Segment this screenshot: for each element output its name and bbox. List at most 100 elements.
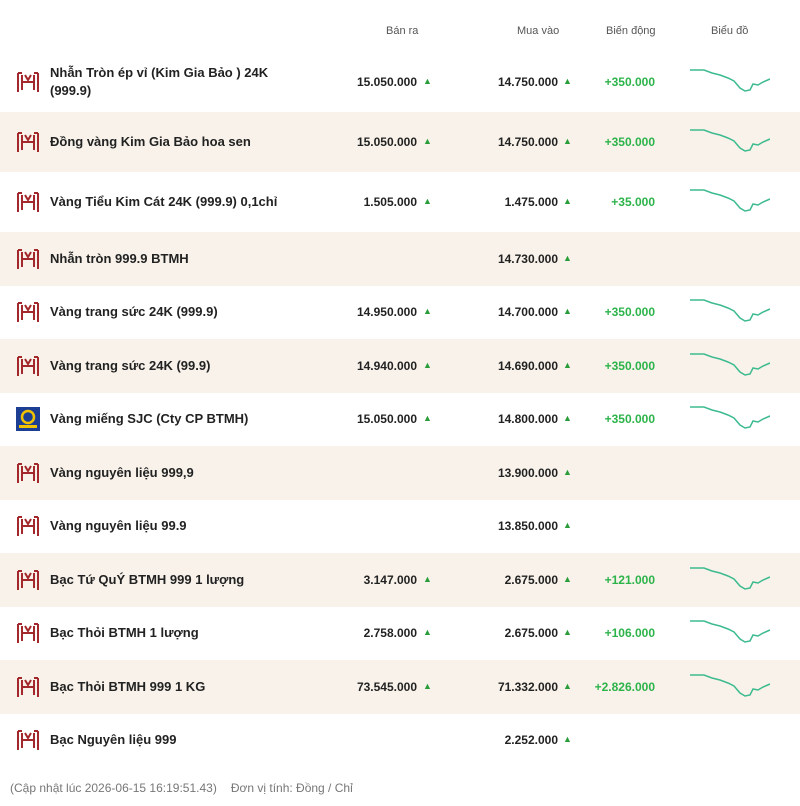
brand-logo bbox=[16, 514, 40, 538]
price-change: +350.000 bbox=[604, 358, 655, 373]
product-name: Nhẫn Tròn ép vỉ (Kim Gia Bảo ) 24K (999.… bbox=[50, 65, 269, 98]
sparkline bbox=[690, 350, 771, 387]
up-arrow: ▲ bbox=[423, 306, 432, 317]
buy-price: 14.750.000 bbox=[497, 75, 558, 89]
table-row: Bạc Nguyên liệu 999 2.252.000 ▲ bbox=[0, 714, 800, 768]
product-name: Bạc Thỏi BTMH 999 1 KG bbox=[50, 678, 206, 694]
table-row: Nhẫn Tròn ép vỉ (Kim Gia Bảo ) 24K (999.… bbox=[0, 52, 800, 112]
up-arrow: ▲ bbox=[563, 413, 572, 424]
product-name: Đồng vàng Kim Gia Bảo hoa sen bbox=[50, 134, 251, 149]
brand-logo bbox=[16, 300, 40, 324]
buy-price: 71.332.000 bbox=[497, 679, 558, 694]
up-arrow: ▲ bbox=[423, 573, 432, 584]
table-row: Vàng trang sức 24K (999.9) 14.950.000 ▲ 14.… bbox=[0, 286, 800, 340]
up-arrow: ▲ bbox=[563, 196, 572, 206]
product-name: Bạc Nguyên liệu 999 bbox=[50, 732, 177, 748]
brand-logo bbox=[16, 407, 40, 432]
brand-logo bbox=[16, 568, 40, 592]
up-arrow: ▲ bbox=[423, 196, 432, 206]
up-arrow: ▲ bbox=[563, 252, 572, 263]
sparkline bbox=[690, 617, 771, 654]
brand-logo bbox=[16, 461, 40, 485]
sell-price: 3.147.000 bbox=[363, 572, 417, 587]
buy-price: 14.800.000 bbox=[497, 412, 558, 427]
buy-price: 1.475.000 bbox=[504, 195, 558, 209]
up-arrow: ▲ bbox=[563, 520, 572, 531]
product-name: Bạc Thỏi BTMH 1 lượng bbox=[50, 625, 199, 641]
buy-price: 14.730.000 bbox=[497, 251, 558, 266]
sell-price: 1.505.000 bbox=[363, 195, 417, 209]
product-name: Vàng trang sức 24K (999.9) bbox=[50, 304, 218, 320]
brand-logo bbox=[16, 621, 40, 645]
brand-logo bbox=[16, 70, 40, 94]
table-row: Bạc Thỏi BTMH 1 lượng 2.758.000 ▲ 2.675.000… bbox=[0, 607, 800, 661]
col-header: Mua vào bbox=[517, 25, 560, 37]
sell-price: 15.050.000 bbox=[356, 135, 417, 149]
sell-price: 2.758.000 bbox=[363, 626, 417, 641]
table-row: Vàng trang sức 24K (99.9) 14.940.000 ▲ 14.6… bbox=[0, 339, 800, 393]
unit: Đơn vị tính: Đồng / Chỉ bbox=[230, 781, 353, 795]
price-change: +350.000 bbox=[604, 75, 655, 89]
brand-logo bbox=[16, 130, 40, 154]
up-arrow: ▲ bbox=[563, 359, 572, 370]
up-arrow: ▲ bbox=[563, 306, 572, 317]
buy-price: 13.850.000 bbox=[497, 519, 558, 534]
table-row: Nhẫn tròn 999.9 BTMH 14.730.000 ▲ bbox=[0, 232, 800, 286]
table-row: Đồng vàng Kim Gia Bảo hoa sen 15.050.000 ▲… bbox=[0, 112, 800, 172]
table-row: Vàng nguyên liệu 99.9 13.850.000 ▲ bbox=[0, 500, 800, 554]
price-change: +35.000 bbox=[611, 195, 655, 209]
buy-price: 13.900.000 bbox=[497, 465, 558, 480]
up-arrow: ▲ bbox=[563, 76, 572, 86]
up-arrow: ▲ bbox=[423, 680, 432, 691]
sparkline bbox=[690, 186, 771, 223]
table-row: Vàng miếng SJC (Cty CP BTMH) 15.050.000 ▲ 1… bbox=[0, 393, 800, 447]
up-arrow: ▲ bbox=[563, 627, 572, 638]
up-arrow: ▲ bbox=[563, 573, 572, 584]
product-name: Vàng nguyên liệu 999,9 bbox=[50, 464, 194, 480]
product-name: Vàng nguyên liệu 99.9 bbox=[50, 518, 187, 534]
product-name: Nhẫn tròn 999.9 BTMH bbox=[50, 250, 189, 266]
table-row: Vàng nguyên liệu 999,9 13.900.000 ▲ bbox=[0, 446, 800, 500]
update-time: (Cập nhật lúc 2026-06-15 16:19:51.43) bbox=[10, 781, 217, 795]
brand-logo bbox=[16, 728, 40, 752]
price-change: +350.000 bbox=[604, 412, 655, 427]
up-arrow: ▲ bbox=[423, 359, 432, 370]
up-arrow: ▲ bbox=[423, 413, 432, 424]
buy-price: 14.700.000 bbox=[497, 305, 558, 320]
up-arrow: ▲ bbox=[563, 466, 572, 477]
table-row: Bạc Tứ QuÝ BTMH 999 1 lượng 3.147.000 ▲ 2.6… bbox=[0, 553, 800, 607]
brand-logo bbox=[16, 354, 40, 378]
buy-price: 14.750.000 bbox=[497, 135, 558, 149]
footer: (Cập nhật lúc 2026-06-15 16:19:51.43) Đơn… bbox=[10, 781, 367, 795]
sell-price: 14.950.000 bbox=[356, 305, 417, 320]
up-arrow: ▲ bbox=[563, 734, 572, 745]
product-name: Bạc Tứ QuÝ BTMH 999 1 lượng bbox=[50, 571, 245, 587]
sell-price: 15.050.000 bbox=[356, 75, 417, 89]
sparkline bbox=[690, 671, 771, 708]
price-change: +350.000 bbox=[604, 305, 655, 320]
table-row: Bạc Thỏi BTMH 999 1 KG 73.545.000 ▲ 71.332.… bbox=[0, 660, 800, 714]
buy-price: 14.690.000 bbox=[497, 358, 558, 373]
up-arrow: ▲ bbox=[423, 627, 432, 638]
sell-price: 15.050.000 bbox=[356, 412, 417, 427]
col-header: Biến động bbox=[606, 25, 656, 37]
price-change: +106.000 bbox=[604, 626, 655, 641]
brand-logo bbox=[16, 247, 40, 271]
buy-price: 2.675.000 bbox=[504, 572, 558, 587]
up-arrow: ▲ bbox=[423, 136, 432, 146]
buy-price: 2.675.000 bbox=[504, 626, 558, 641]
up-arrow: ▲ bbox=[563, 680, 572, 691]
sparkline bbox=[690, 403, 771, 440]
price-change: +121.000 bbox=[604, 572, 655, 587]
brand-logo bbox=[16, 675, 40, 699]
price-table: Nhẫn Tròn ép vỉ (Kim Gia Bảo ) 24K (999.… bbox=[0, 52, 800, 767]
sell-price: 14.940.000 bbox=[356, 358, 417, 373]
brand-logo bbox=[16, 190, 40, 214]
up-arrow: ▲ bbox=[423, 76, 432, 86]
up-arrow: ▲ bbox=[563, 136, 572, 146]
table-row: Vàng Tiểu Kim Cát 24K (999.9) 0,1chỉ 1.50… bbox=[0, 172, 800, 232]
product-name: Vàng trang sức 24K (99.9) bbox=[50, 357, 211, 373]
sell-price: 73.545.000 bbox=[356, 679, 417, 694]
sparkline bbox=[690, 126, 771, 163]
